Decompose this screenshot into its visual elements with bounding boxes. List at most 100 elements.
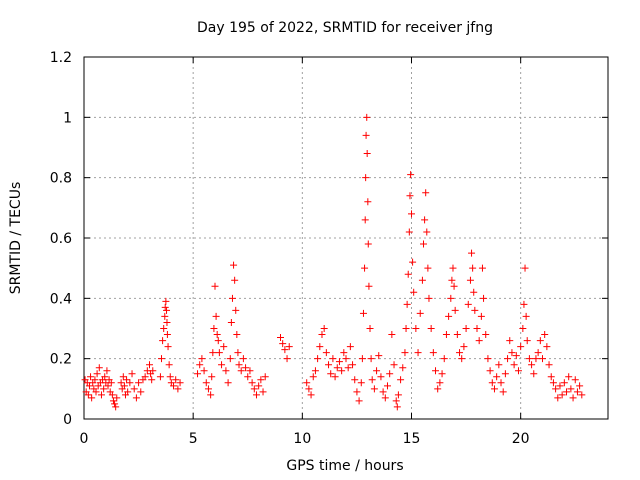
data-point [423,228,431,236]
data-point [449,264,457,272]
data-point [242,364,250,372]
data-point [162,297,170,305]
data-point [508,349,516,357]
data-point [558,391,566,399]
data-point [514,367,522,375]
data-point [406,192,414,200]
data-point [501,370,509,378]
data-point [547,373,555,381]
data-point [307,391,315,399]
data-point [327,370,335,378]
data-point [571,376,579,384]
data-point [453,331,461,339]
data-point [578,391,586,399]
data-point [311,367,319,375]
data-point [478,264,486,272]
data-point [383,382,391,390]
data-point [475,337,483,345]
data-point [353,388,361,396]
data-point [349,361,357,369]
data-point [316,343,324,351]
data-point [215,349,223,357]
data-point [440,355,448,363]
data-point [91,376,99,384]
data-point [335,358,343,366]
data-point [409,258,417,266]
data-point [207,391,215,399]
data-point [117,379,125,387]
data-point [163,318,171,326]
x-tick-label: 0 [80,431,89,447]
data-point [231,276,239,284]
data-point [522,312,530,320]
data-point [480,294,488,302]
data-point [445,312,453,320]
data-point [368,376,376,384]
data-point [425,294,433,302]
data-point [340,349,348,357]
data-point [259,388,267,396]
data-point [523,337,531,345]
data-point [237,367,245,375]
data-point [468,249,476,257]
data-point [250,385,258,393]
data-point [113,394,121,402]
data-point [100,385,108,393]
data-point [220,343,228,351]
data-point [160,325,168,332]
data-point [346,343,354,351]
data-point [401,349,409,357]
data-point [208,373,216,381]
data-point [497,379,505,387]
axis-ticks: 0 5 10 15 20 0 0.2 0.4 0.6 0.8 1 1.2 [50,50,608,447]
data-point [355,397,363,405]
data-point [549,379,557,387]
data-point [95,364,103,372]
data-point [358,355,366,363]
data-point [361,216,369,224]
data-point [226,355,234,363]
data-point [567,385,575,393]
data-point [88,394,96,402]
data-point [137,388,145,396]
data-point [234,349,242,357]
data-point [536,337,544,345]
data-point [517,343,525,351]
data-point [512,352,520,360]
data-point [126,379,134,387]
data-point [556,382,564,390]
data-point [357,379,365,387]
data-point [163,306,171,314]
data-point [93,370,101,378]
data-point [405,228,413,236]
data-point [158,355,166,363]
data-point [227,318,235,326]
data-point [244,373,252,381]
data-point [377,373,385,381]
data-point [470,288,478,296]
data-point [434,385,442,393]
data-point [363,113,371,121]
data-points [81,113,586,411]
data-point [364,240,372,248]
data-point [101,373,109,381]
y-tick-label: 1.2 [50,50,72,66]
data-point [490,385,498,393]
data-point [210,325,218,332]
x-tick-label: 10 [293,431,311,447]
data-point [407,171,415,179]
data-point [119,373,127,381]
data-point [235,361,243,369]
data-point [563,388,571,396]
data-point [255,382,263,390]
data-point [450,282,458,290]
data-point [248,379,256,387]
data-point [460,343,468,351]
data-point [366,325,374,332]
data-point [381,394,389,402]
data-point [214,337,222,345]
data-point [85,382,93,390]
data-point [447,294,455,302]
data-point [520,300,528,308]
data-point [211,282,219,290]
